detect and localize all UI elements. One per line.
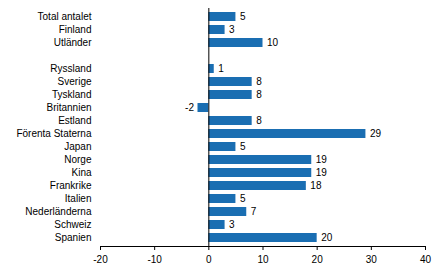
svg-text:18: 18 — [310, 180, 322, 191]
svg-text:Utländer: Utländer — [54, 37, 92, 48]
svg-text:20: 20 — [312, 254, 324, 265]
svg-text:Japan: Japan — [64, 141, 91, 152]
svg-text:20: 20 — [321, 232, 333, 243]
svg-text:3: 3 — [229, 24, 235, 35]
svg-text:0: 0 — [206, 254, 212, 265]
svg-text:Finland: Finland — [59, 24, 92, 35]
svg-text:Tyskland: Tyskland — [52, 89, 91, 100]
svg-text:Total antalet: Total antalet — [38, 11, 92, 22]
svg-text:Förenta Staterna: Förenta Staterna — [16, 128, 91, 139]
svg-text:Ryssland: Ryssland — [50, 63, 91, 74]
svg-text:-2: -2 — [185, 102, 194, 113]
svg-text:Italien: Italien — [65, 193, 92, 204]
svg-text:Estland: Estland — [58, 115, 91, 126]
svg-text:Britannien: Britannien — [46, 102, 91, 113]
svg-text:Frankrike: Frankrike — [50, 180, 92, 191]
svg-text:Nederländerna: Nederländerna — [25, 206, 92, 217]
svg-text:Norge: Norge — [64, 154, 92, 165]
svg-text:-10: -10 — [147, 254, 162, 265]
svg-text:8: 8 — [256, 115, 262, 126]
svg-text:7: 7 — [251, 206, 257, 217]
svg-text:8: 8 — [256, 76, 262, 87]
svg-text:19: 19 — [316, 154, 328, 165]
svg-text:1: 1 — [218, 63, 224, 74]
svg-text:10: 10 — [257, 254, 269, 265]
svg-text:30: 30 — [366, 254, 378, 265]
svg-text:3: 3 — [229, 219, 235, 230]
svg-text:8: 8 — [256, 89, 262, 100]
svg-text:Kina: Kina — [71, 167, 91, 178]
svg-text:5: 5 — [240, 141, 246, 152]
svg-text:5: 5 — [240, 193, 246, 204]
svg-text:5: 5 — [240, 11, 246, 22]
svg-text:-20: -20 — [93, 254, 108, 265]
svg-text:19: 19 — [316, 167, 328, 178]
svg-text:Spanien: Spanien — [55, 232, 92, 243]
svg-text:10: 10 — [267, 37, 279, 48]
svg-text:40: 40 — [420, 254, 432, 265]
svg-text:Sverige: Sverige — [58, 76, 92, 87]
svg-text:Schweiz: Schweiz — [54, 219, 91, 230]
svg-text:29: 29 — [370, 128, 382, 139]
